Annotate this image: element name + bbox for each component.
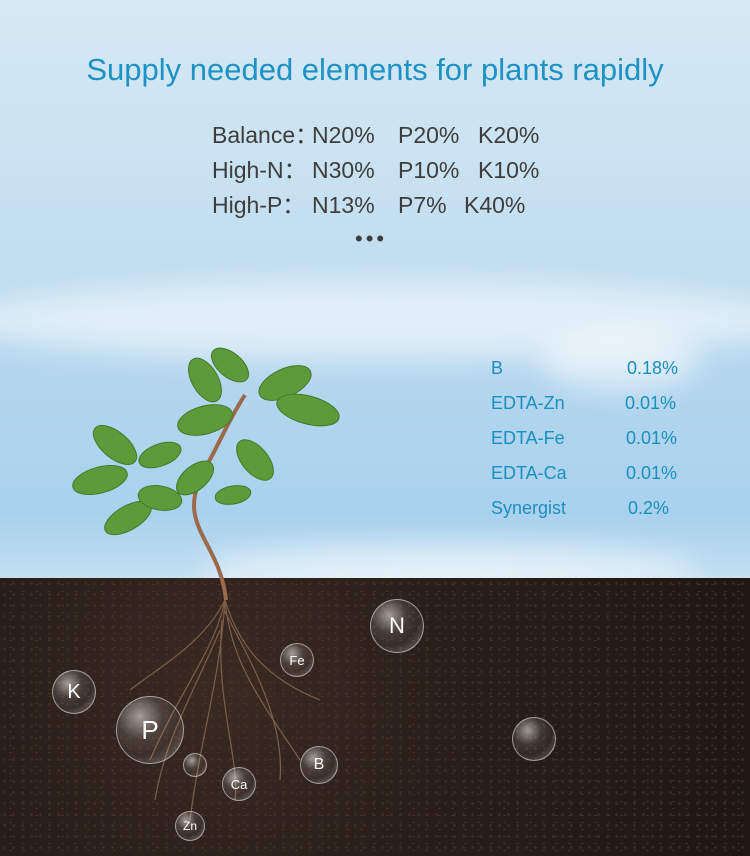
formula-label: High-P： [212,192,306,218]
bubble-n: N [370,599,424,653]
trace-element: Synergist 0.2% [491,494,711,529]
trace-element: EDTA-Zn 0.01% [491,389,711,424]
formula-n: N13% [312,192,375,218]
formula-k: K40% [464,192,526,218]
bubble-p: P [116,696,184,764]
bubble-empty [512,717,556,761]
bubble-fe: Fe [280,643,314,677]
formula-p: P20% [398,122,460,148]
element-value: 0.01% [626,428,678,448]
formula-label: High-N： [212,157,307,183]
element-name: Synergist [491,498,567,518]
more-indicator: ••• [355,226,388,251]
bubble-k: K [52,670,96,714]
formula-n: N20% [312,122,375,148]
formula-k: K20% [478,122,540,148]
element-value: 0.01% [625,393,677,413]
bubble-zn: Zn [175,811,205,841]
formula-k: K10% [478,157,540,183]
formula-label: Balance： [212,122,319,148]
bubble-b: B [300,746,338,784]
formula-p: P7% [398,192,447,218]
formula-list: Balance：N20% P20% K20% High-N： N30% P10% K10%… [212,118,539,223]
trace-element: EDTA-Ca 0.01% [491,459,711,494]
page-title: Supply needed elements for plants rapidl… [86,52,664,87]
element-value: 0.18% [627,358,679,378]
formula-n: N30% [312,157,375,183]
bubble-empty [183,753,207,777]
trace-element: EDTA-Fe 0.01% [491,424,711,459]
leaves [72,347,340,536]
element-name: EDTA-Fe [491,428,565,448]
trace-element: B 0.18% [491,354,711,389]
element-name: EDTA-Zn [491,393,565,413]
element-value: 0.2% [628,498,670,518]
formula-row-high-p: High-P： N13% P7% K40% [212,188,539,223]
bubble-ca: Ca [222,767,256,801]
element-name: EDTA-Ca [491,463,567,483]
formula-row-high-n: High-N： N30% P10% K10% [212,153,539,188]
formula-p: P10% [398,157,460,183]
formula-row-balance: Balance：N20% P20% K20% [212,118,539,153]
trace-element-list: B 0.18% EDTA-Zn 0.01% EDTA-Fe 0.01% EDTA-Ca… [491,354,711,529]
element-value: 0.01% [626,463,678,483]
element-name: B [491,358,504,378]
